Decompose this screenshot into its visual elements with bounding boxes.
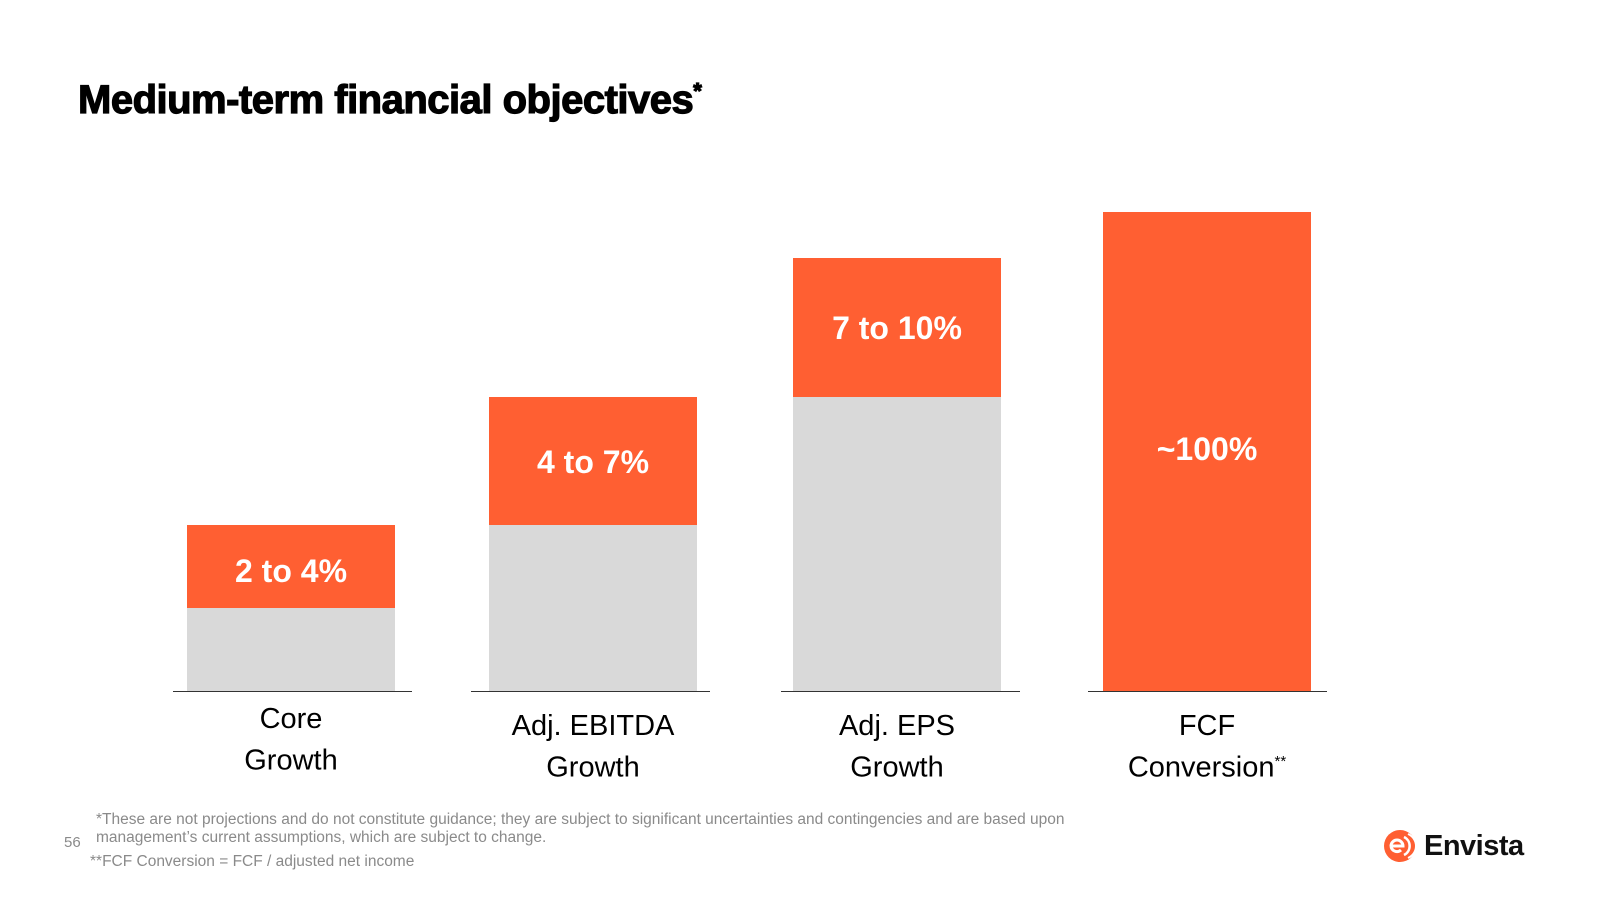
baseline [1088, 691, 1327, 692]
bar-target-segment: 7 to 10% [793, 258, 1001, 397]
bar-target-segment: 2 to 4% [187, 525, 395, 608]
footnote-marker: ** [1274, 753, 1287, 770]
category-label-line: Growth [443, 744, 743, 786]
data-label: 2 to 4% [234, 553, 348, 589]
category-label-line: Conversion** [1057, 744, 1357, 786]
footnote-1-cont: management’s current assumptions, which … [96, 829, 547, 846]
page-number: 56 [64, 834, 81, 851]
category-label: FCF Conversion** [1057, 709, 1357, 786]
category-label: Adj. EPS Growth [747, 709, 1047, 786]
category-label-line: Adj. EPS [838, 710, 956, 742]
envista-logo: Envista [1382, 828, 1524, 864]
envista-logo-icon [1384, 830, 1417, 862]
category-label-text: Growth [546, 751, 640, 784]
bar-target-segment: 4 to 7% [489, 397, 697, 525]
footnote-1: *These are not projections and do not co… [96, 811, 1065, 828]
bar-target-segment: ~100% [1103, 212, 1311, 691]
envista-logo-text: Envista [1424, 829, 1524, 862]
category-label: Core Growth [141, 702, 441, 779]
page-title: Medium-term financial objectives* [77, 77, 702, 122]
bar-base-segment [793, 397, 1001, 691]
bar-base-segment [489, 525, 697, 691]
category-label-text: Conversion [1127, 751, 1275, 784]
category-label-line: Core [259, 703, 323, 735]
category-label-text: Growth [850, 751, 944, 784]
bar-base-segment [187, 608, 395, 691]
baseline [781, 691, 1020, 692]
category-label-line: Growth [747, 744, 1047, 786]
baseline [173, 691, 412, 692]
footnote-2: **FCF Conversion = FCF / adjusted net in… [90, 853, 415, 870]
category-label-line: Adj. EBITDA [511, 710, 675, 742]
data-label: ~100% [1156, 431, 1258, 467]
category-label-line: FCF [1178, 710, 1236, 742]
data-label: 7 to 10% [832, 310, 962, 346]
baseline [471, 691, 710, 692]
category-label-line: Growth [141, 737, 441, 779]
category-label-text: Growth [244, 744, 338, 777]
data-label: 4 to 7% [536, 444, 650, 480]
category-label: Adj. EBITDA Growth [443, 709, 743, 786]
